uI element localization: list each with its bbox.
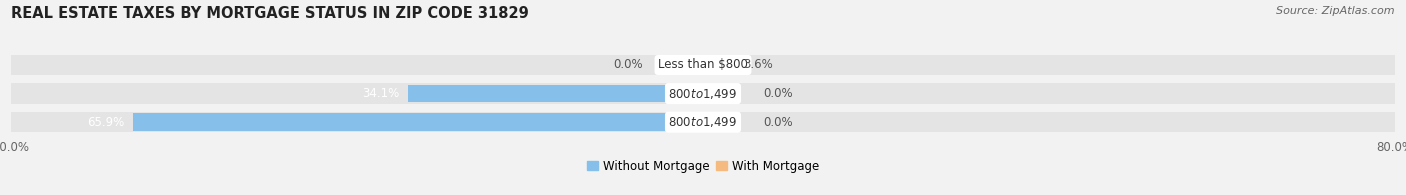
Bar xyxy=(11,112,1395,132)
Legend: Without Mortgage, With Mortgage: Without Mortgage, With Mortgage xyxy=(582,155,824,178)
Bar xyxy=(134,113,703,131)
Text: 0.0%: 0.0% xyxy=(763,116,793,129)
Text: 3.6%: 3.6% xyxy=(742,58,772,72)
Text: Less than $800: Less than $800 xyxy=(658,58,748,72)
Text: 34.1%: 34.1% xyxy=(363,87,399,100)
Text: $800 to $1,499: $800 to $1,499 xyxy=(668,87,738,101)
Bar xyxy=(11,55,1395,75)
Bar xyxy=(11,83,1395,104)
Text: Source: ZipAtlas.com: Source: ZipAtlas.com xyxy=(1277,6,1395,16)
Bar xyxy=(703,56,734,74)
Text: $800 to $1,499: $800 to $1,499 xyxy=(668,115,738,129)
Text: 65.9%: 65.9% xyxy=(87,116,125,129)
Text: REAL ESTATE TAXES BY MORTGAGE STATUS IN ZIP CODE 31829: REAL ESTATE TAXES BY MORTGAGE STATUS IN … xyxy=(11,6,529,21)
Bar xyxy=(408,85,703,102)
Text: 0.0%: 0.0% xyxy=(613,58,643,72)
Text: 0.0%: 0.0% xyxy=(763,87,793,100)
